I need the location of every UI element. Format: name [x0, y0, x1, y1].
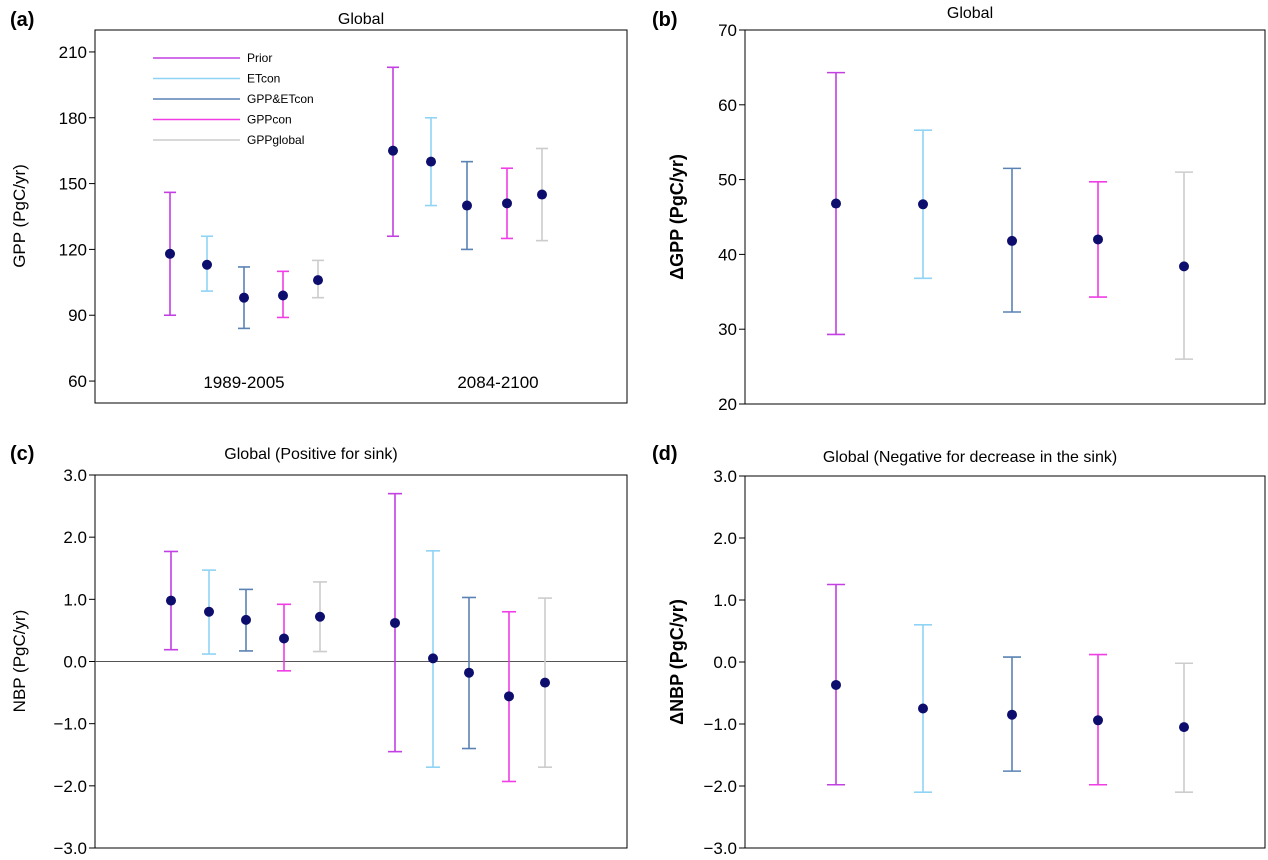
data-point-gppglobal — [540, 677, 550, 688]
y-tick-label: 3.0 — [63, 466, 87, 485]
y-tick-label: 180 — [59, 109, 87, 128]
legend: Prior ETcon GPP&ETcon GPPcon GPPglobal — [153, 51, 314, 147]
y-tick-label: 50 — [718, 171, 737, 190]
legend-label-gppcon: GPPcon — [247, 113, 292, 127]
data-point-gppglobal — [315, 611, 325, 622]
y-tick-label: 3.0 — [713, 467, 737, 486]
y-tick-label: 210 — [59, 43, 87, 62]
panel-c-letter: (c) — [10, 443, 34, 465]
panel-a-title: Global — [338, 11, 384, 28]
data-point-etcon — [202, 259, 212, 270]
y-tick-label: −1.0 — [53, 715, 87, 734]
panel-d-ylabel: ΔNBP (PgC/yr) — [667, 599, 687, 725]
panel-a-ylabel: GPP (PgC/yr) — [10, 164, 29, 268]
panel-a-letter: (a) — [10, 9, 34, 31]
data-point-etcon — [428, 653, 438, 664]
panel-d-marks — [827, 583, 1193, 794]
data-point-prior — [166, 595, 176, 606]
data-point-gpp-etcon — [239, 292, 249, 303]
data-point-gppcon — [504, 691, 514, 702]
panel-c-y-axis: −3.0 −2.0 −1.0 0.0 1.0 2.0 3.0 — [53, 466, 95, 858]
data-point-gppglobal — [537, 189, 547, 200]
data-point-etcon — [204, 606, 214, 617]
period-label-1: 1989-2005 — [203, 373, 284, 392]
data-point-prior — [831, 198, 841, 209]
data-point-gpp-etcon — [1007, 235, 1017, 246]
y-tick-label: 0.0 — [713, 653, 737, 672]
y-tick-label: 90 — [68, 306, 87, 325]
data-point-gppcon — [1093, 715, 1103, 726]
y-tick-label: 2.0 — [63, 528, 87, 547]
data-point-gppcon — [1093, 234, 1103, 245]
y-tick-label: −1.0 — [703, 715, 737, 734]
panel-a-y-axis: 60 90 120 150 180 210 — [59, 43, 95, 391]
panel-c-ylabel: NBP (PgC/yr) — [10, 610, 29, 713]
data-point-gppcon — [502, 198, 512, 209]
y-tick-label: 1.0 — [713, 591, 737, 610]
panel-c-marks — [164, 492, 552, 783]
panel-a-plot-frame — [94, 29, 628, 404]
data-point-prior — [831, 679, 841, 690]
data-point-etcon — [918, 703, 928, 714]
panel-d: (d) Global (Negative for decrease in the… — [652, 443, 1266, 858]
panel-c-title: Global (Positive for sink) — [224, 446, 397, 463]
period-label-2: 2084-2100 — [457, 373, 538, 392]
data-point-prior — [390, 617, 400, 628]
data-point-gppcon — [278, 290, 288, 301]
y-tick-label: −2.0 — [703, 777, 737, 796]
panel-d-title: Global (Negative for decrease in the sin… — [823, 449, 1117, 466]
data-point-prior — [165, 248, 175, 259]
y-tick-label: 20 — [718, 395, 737, 414]
data-point-prior — [388, 145, 398, 156]
legend-label-etcon: ETcon — [247, 72, 280, 86]
panel-d-y-axis: −3.0 −2.0 −1.0 0.0 1.0 2.0 3.0 — [703, 467, 745, 858]
y-tick-label: 60 — [68, 372, 87, 391]
panel-b: (b) Global ΔGPP (PgC/yr) 20 30 40 50 60 70 — [652, 5, 1266, 414]
y-tick-label: −3.0 — [53, 839, 87, 858]
y-tick-label: 30 — [718, 320, 737, 339]
data-point-gppglobal — [1179, 722, 1189, 733]
data-point-etcon — [918, 199, 928, 210]
y-tick-label: 40 — [718, 245, 737, 264]
y-tick-label: 70 — [718, 21, 737, 40]
data-point-gppglobal — [1179, 261, 1189, 272]
panel-a: (a) Global GPP (PgC/yr) 60 90 120 150 180 210… — [10, 9, 628, 404]
y-tick-label: 60 — [718, 96, 737, 115]
panel-b-marks — [827, 71, 1193, 360]
y-tick-label: 2.0 — [713, 529, 737, 548]
data-point-gpp-etcon — [464, 667, 474, 678]
y-tick-label: −2.0 — [53, 777, 87, 796]
panel-b-plot-frame — [744, 29, 1266, 405]
y-tick-label: 150 — [59, 175, 87, 194]
panel-b-y-axis: 20 30 40 50 60 70 — [718, 21, 745, 414]
panel-b-letter: (b) — [652, 9, 678, 31]
data-point-gppglobal — [313, 275, 323, 286]
y-tick-label: 0.0 — [63, 653, 87, 672]
legend-label-gppglobal: GPPglobal — [247, 133, 304, 147]
data-point-gpp-etcon — [462, 200, 472, 211]
panel-b-ylabel: ΔGPP (PgC/yr) — [667, 154, 687, 280]
y-tick-label: 1.0 — [63, 590, 87, 609]
legend-label-gpp-etcon: GPP&ETcon — [247, 92, 314, 106]
y-tick-label: −3.0 — [703, 839, 737, 858]
data-point-gpp-etcon — [1007, 709, 1017, 720]
panel-a-marks — [164, 66, 548, 330]
data-point-gpp-etcon — [241, 614, 251, 625]
legend-label-prior: Prior — [247, 51, 272, 65]
y-tick-label: 120 — [59, 240, 87, 259]
panel-c: (c) Global (Positive for sink) NBP (PgC/… — [10, 443, 628, 858]
data-point-etcon — [426, 156, 436, 167]
data-point-gppcon — [279, 633, 289, 644]
panel-d-letter: (d) — [652, 443, 678, 465]
panel-b-title: Global — [947, 5, 993, 22]
